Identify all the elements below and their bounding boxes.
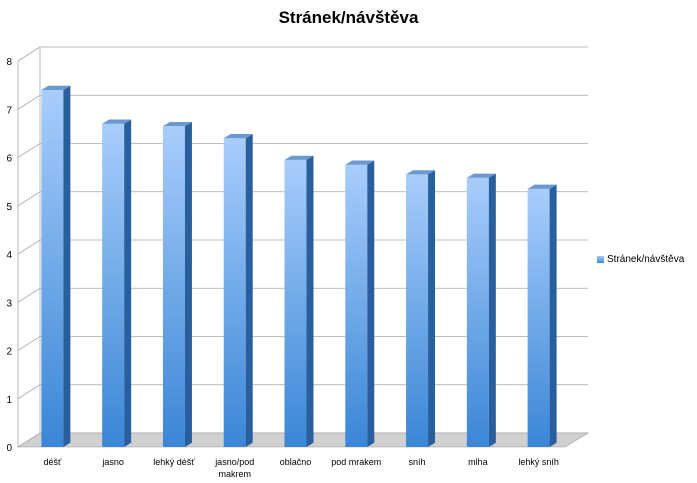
x-tick-label: jasno bbox=[101, 457, 124, 467]
bar bbox=[466, 173, 496, 447]
bar-top bbox=[406, 170, 436, 175]
bar-side bbox=[367, 160, 375, 447]
bar-side bbox=[306, 155, 314, 447]
bar-top bbox=[102, 119, 132, 124]
y-tick-label: 1 bbox=[6, 395, 12, 406]
bar-top bbox=[527, 184, 557, 189]
x-tick-label: pod mrakem bbox=[331, 457, 381, 467]
bar-front bbox=[102, 123, 125, 447]
x-tick-label: jasno/pod makrem bbox=[214, 457, 254, 479]
legend-label: Stránek/návštěva bbox=[607, 254, 685, 265]
bar bbox=[284, 155, 314, 447]
bar bbox=[162, 121, 192, 447]
bar-side bbox=[245, 134, 253, 447]
y-tick-label: 3 bbox=[6, 298, 12, 309]
bar bbox=[223, 134, 253, 447]
bar-front bbox=[345, 164, 368, 448]
bar-front bbox=[41, 89, 64, 447]
bar-side bbox=[184, 121, 192, 447]
bar-front bbox=[466, 177, 489, 447]
bar bbox=[102, 119, 132, 448]
bar-front bbox=[284, 159, 307, 447]
x-tick-label: déšť bbox=[43, 457, 62, 467]
y-tick-label: 4 bbox=[6, 250, 12, 261]
y-tick-label: 0 bbox=[6, 443, 12, 454]
legend-swatch bbox=[597, 256, 604, 263]
bar bbox=[406, 170, 436, 447]
bar-top bbox=[41, 85, 71, 90]
bar-top bbox=[223, 134, 253, 139]
y-tick-label: 5 bbox=[6, 202, 12, 213]
bar-top bbox=[162, 121, 192, 127]
x-tick-label: oblačno bbox=[280, 457, 312, 467]
y-tick-label: 7 bbox=[6, 105, 12, 116]
labels-layer: 0 1 2 3 4 5 6 7 8 déšť jasno lehký déšť jasno/pod mak… bbox=[6, 57, 558, 479]
bar-top bbox=[466, 173, 496, 178]
bar-front bbox=[223, 138, 246, 447]
bar-side bbox=[63, 85, 71, 447]
bar-side bbox=[124, 119, 132, 448]
bar-side bbox=[428, 170, 436, 447]
y-tick-label: 8 bbox=[6, 57, 12, 68]
bar bbox=[41, 85, 71, 447]
bars-layer bbox=[41, 85, 557, 448]
x-tick-label: mlha bbox=[468, 457, 488, 467]
gridline bbox=[17, 46, 588, 62]
bar-side bbox=[549, 184, 557, 447]
bar-side bbox=[488, 173, 496, 447]
bar-front bbox=[406, 174, 429, 447]
bar-front bbox=[162, 126, 185, 447]
bar-front bbox=[527, 188, 550, 448]
x-tick-label: sníh bbox=[409, 457, 426, 467]
bar-top bbox=[345, 160, 375, 165]
legend: Stránek/návštěva bbox=[597, 254, 684, 265]
bar bbox=[345, 160, 375, 448]
x-tick-label: lehký déšť bbox=[153, 457, 195, 467]
gridline bbox=[17, 94, 588, 110]
x-tick-label: lehký sníh bbox=[518, 457, 559, 467]
y-tick-label: 6 bbox=[6, 154, 12, 165]
bar-top bbox=[284, 155, 314, 160]
bar bbox=[527, 184, 557, 448]
chart-title: Stránek/návštěva bbox=[278, 8, 419, 27]
y-tick-label: 2 bbox=[6, 347, 12, 358]
